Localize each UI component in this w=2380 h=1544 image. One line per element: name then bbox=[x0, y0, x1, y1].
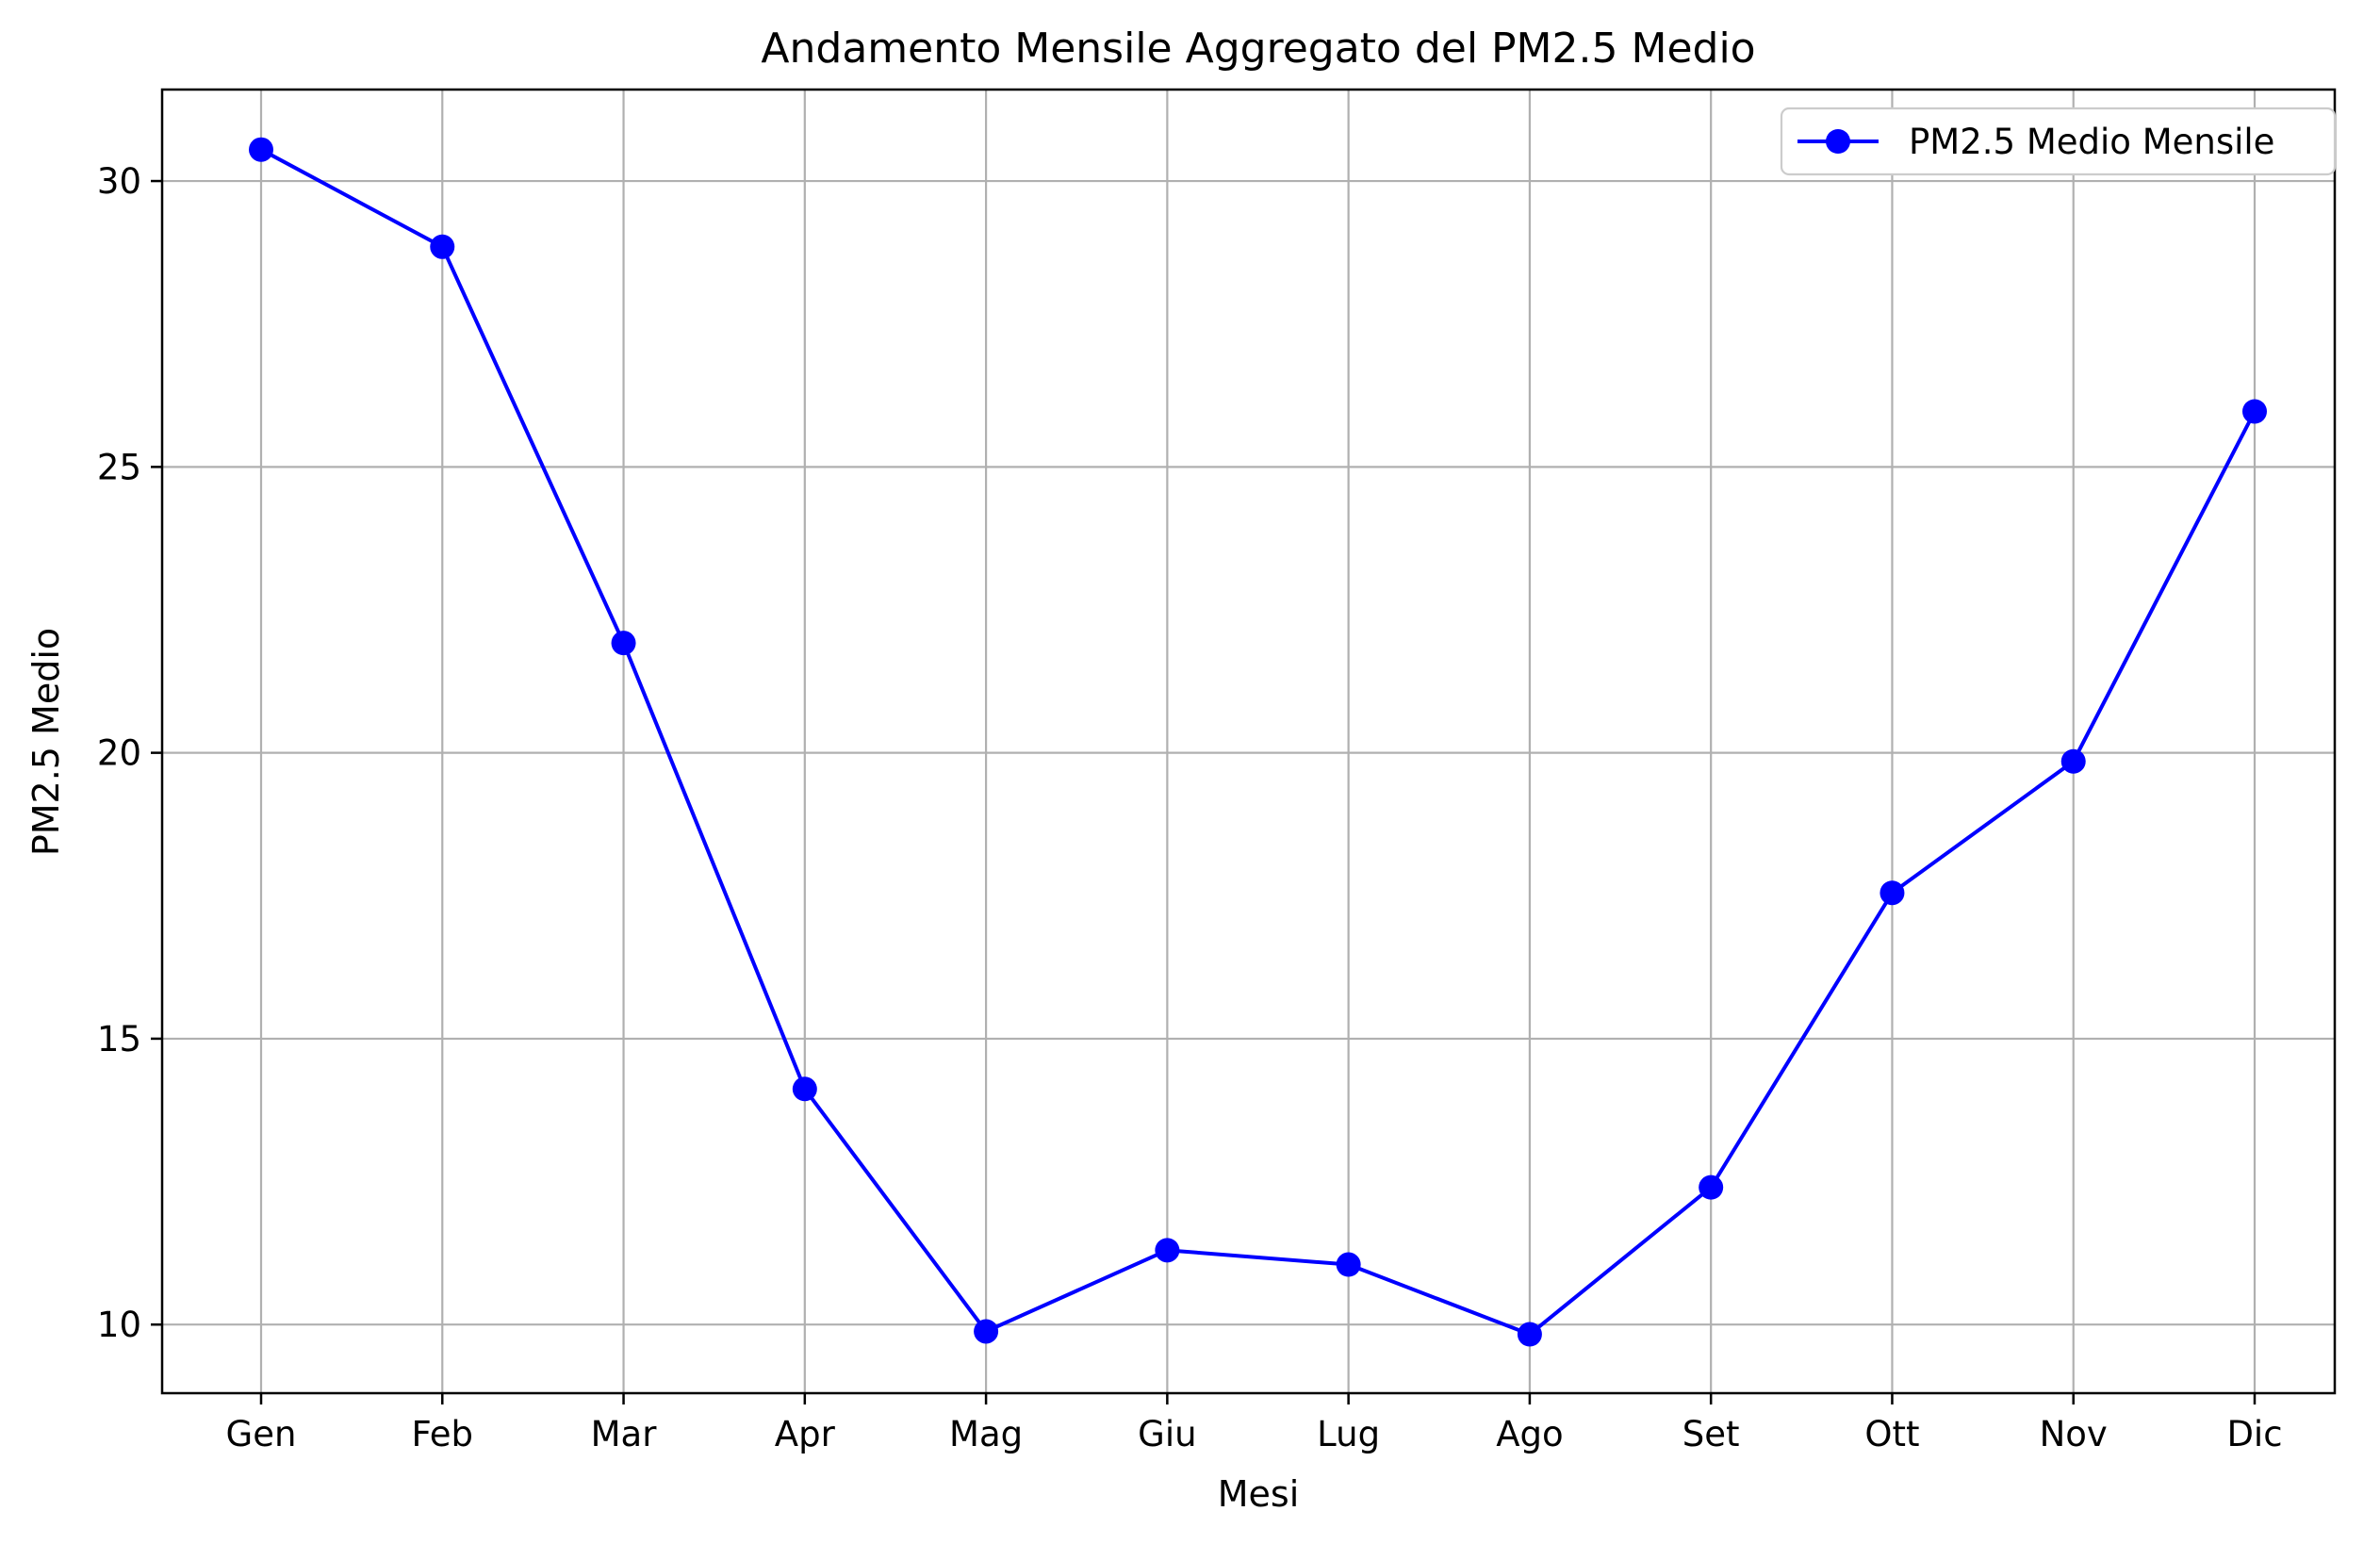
chart-title: Andamento Mensile Aggregato del PM2.5 Me… bbox=[761, 25, 1755, 73]
gridlines bbox=[162, 90, 2335, 1393]
data-point-giu bbox=[1155, 1238, 1180, 1263]
x-tick-label: Ott bbox=[1864, 1414, 1919, 1454]
y-tick-label: 25 bbox=[97, 447, 141, 487]
x-tick-label: Giu bbox=[1138, 1414, 1196, 1454]
data-point-set bbox=[1699, 1174, 1724, 1200]
data-point-lug bbox=[1336, 1252, 1361, 1277]
x-tick-label: Gen bbox=[226, 1414, 297, 1454]
x-axis-label: Mesi bbox=[1218, 1473, 1300, 1515]
data-point-feb bbox=[430, 234, 455, 259]
data-point-ago bbox=[1517, 1322, 1542, 1347]
data-point-mag bbox=[974, 1319, 999, 1344]
y-tick-label: 15 bbox=[97, 1019, 141, 1059]
x-tick-label: Feb bbox=[412, 1414, 474, 1454]
x-tick-label: Lug bbox=[1317, 1414, 1380, 1454]
y-tick-label: 20 bbox=[97, 733, 141, 774]
data-point-dic bbox=[2242, 399, 2267, 424]
x-tick-label: Mag bbox=[949, 1414, 1023, 1454]
x-tick-label: Ago bbox=[1496, 1414, 1563, 1454]
legend: PM2.5 Medio Mensile bbox=[1780, 107, 2337, 176]
legend-box bbox=[1780, 107, 2337, 176]
x-tick-label: Dic bbox=[2226, 1414, 2282, 1454]
series-line bbox=[260, 147, 2257, 1337]
legend-entry-label: PM2.5 Medio Mensile bbox=[1909, 122, 2274, 162]
data-point-nov bbox=[2060, 748, 2086, 774]
series-layer bbox=[249, 137, 2267, 1347]
x-tick-label: Mar bbox=[591, 1414, 658, 1454]
legend-marker-swatch bbox=[1826, 129, 1850, 154]
plot-frame bbox=[160, 88, 2337, 1395]
x-tick-label: Apr bbox=[775, 1414, 836, 1454]
x-tick-label: Nov bbox=[2040, 1414, 2108, 1454]
y-tick-label: 30 bbox=[97, 161, 141, 202]
data-point-gen bbox=[249, 137, 273, 162]
data-point-mar bbox=[611, 631, 636, 656]
data-point-ott bbox=[1879, 880, 1905, 906]
y-tick-label: 10 bbox=[97, 1305, 141, 1345]
data-point-apr bbox=[792, 1076, 817, 1102]
axis-ticks: Gen Feb Mar Apr Mag Giu Lug Ago Set Ott Nov Dic 10 15… bbox=[97, 161, 2283, 1454]
y-axis-label: PM2.5 Medio bbox=[25, 628, 67, 856]
x-tick-label: Set bbox=[1682, 1414, 1740, 1454]
